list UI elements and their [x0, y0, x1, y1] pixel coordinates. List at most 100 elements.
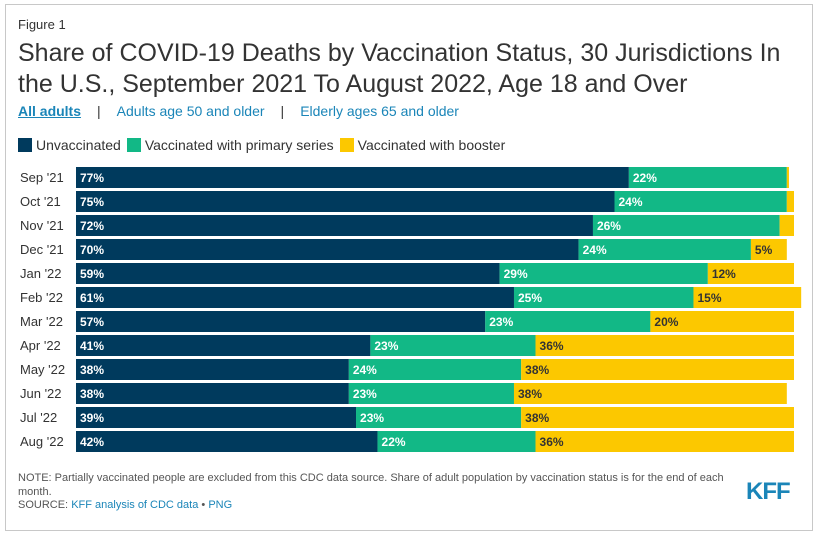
- png-download-link[interactable]: PNG: [208, 499, 233, 511]
- legend-label: Vaccinated with booster: [357, 137, 506, 153]
- figure-label: Figure 1: [18, 17, 66, 32]
- category-label: Jun '22: [20, 386, 62, 401]
- data-label: 57%: [80, 315, 104, 329]
- bar-segment[interactable]: [499, 263, 708, 284]
- chart-note: NOTE: Partially vaccinated people are ex…: [18, 472, 724, 498]
- data-label: 42%: [80, 435, 104, 449]
- bar-segment[interactable]: [521, 407, 794, 428]
- legend-swatch: [126, 138, 141, 152]
- legend-item-booster: Vaccinated with booster: [339, 137, 506, 153]
- data-label: 77%: [80, 171, 104, 185]
- bar-segment[interactable]: [650, 311, 794, 332]
- category-label: Jan '22: [20, 266, 62, 281]
- data-label: 20%: [654, 315, 678, 329]
- data-label: 36%: [540, 339, 564, 353]
- bar-segment[interactable]: [614, 191, 787, 212]
- data-label: 38%: [525, 411, 549, 425]
- tab-separator: |: [280, 103, 285, 119]
- source-prefix: SOURCE:: [18, 499, 72, 511]
- bar-segment[interactable]: [76, 407, 357, 428]
- data-label: 22%: [382, 435, 406, 449]
- data-label: 38%: [518, 387, 542, 401]
- bar-segment[interactable]: [76, 335, 371, 356]
- data-label: 23%: [360, 411, 384, 425]
- bar-segment[interactable]: [76, 431, 378, 452]
- bar-segment[interactable]: [750, 239, 787, 260]
- bar-segment[interactable]: [76, 359, 349, 380]
- chart-title: Share of COVID-19 Deaths by Vaccination …: [18, 39, 781, 98]
- bar-segment[interactable]: [535, 335, 794, 356]
- tab-elderly-65-plus[interactable]: Elderly ages 65 and older: [300, 103, 459, 119]
- data-label: 38%: [80, 387, 104, 401]
- bar-segment[interactable]: [513, 383, 787, 404]
- view-tabs: All adults | Adults age 50 and older | Elder…: [18, 103, 459, 119]
- category-label: Mar '22: [20, 314, 63, 329]
- data-label: 39%: [80, 411, 104, 425]
- bar-segment[interactable]: [377, 431, 536, 452]
- data-label: 61%: [80, 291, 104, 305]
- tab-adults-50-plus[interactable]: Adults age 50 and older: [116, 103, 265, 119]
- bar-segment[interactable]: [76, 215, 593, 236]
- bar-segment[interactable]: [370, 335, 536, 356]
- bar-segment[interactable]: [348, 383, 514, 404]
- data-label: 72%: [80, 219, 104, 233]
- data-label: 70%: [80, 243, 104, 257]
- legend-swatch: [339, 138, 354, 152]
- bar-segment[interactable]: [76, 191, 615, 212]
- legend-label: Vaccinated with primary series: [144, 137, 334, 153]
- data-label: 23%: [353, 387, 377, 401]
- bar-segment[interactable]: [786, 167, 789, 188]
- data-label: 36%: [540, 435, 564, 449]
- data-label: 23%: [489, 315, 513, 329]
- data-label: 59%: [80, 267, 104, 281]
- category-label: Dec '21: [20, 242, 64, 257]
- bar-segment[interactable]: [535, 431, 794, 452]
- bar-segment[interactable]: [76, 239, 579, 260]
- source-separator: •: [198, 499, 209, 511]
- data-label: 24%: [619, 195, 643, 209]
- data-label: 12%: [712, 267, 736, 281]
- bar-segment[interactable]: [786, 191, 794, 212]
- data-label: 26%: [597, 219, 621, 233]
- category-label: Feb '22: [20, 290, 63, 305]
- bar-segment[interactable]: [513, 287, 694, 308]
- data-label: 25%: [518, 291, 542, 305]
- bar-segment[interactable]: [76, 263, 500, 284]
- bar-segment[interactable]: [348, 359, 522, 380]
- bar-segment[interactable]: [707, 263, 794, 284]
- legend-label: Unvaccinated: [36, 137, 121, 153]
- bar-segment[interactable]: [76, 287, 514, 308]
- data-label: 41%: [80, 339, 104, 353]
- tab-separator: |: [97, 103, 101, 119]
- chart-legend: Unvaccinated Vaccinated with primary ser…: [18, 137, 511, 153]
- data-label: 38%: [80, 363, 104, 377]
- bar-segment[interactable]: [485, 311, 651, 332]
- category-label: Jul '22: [20, 410, 57, 425]
- category-label: Apr '22: [20, 338, 61, 353]
- bar-segment[interactable]: [779, 215, 794, 236]
- bar-segment[interactable]: [76, 167, 629, 188]
- tab-all-adults[interactable]: All adults: [18, 103, 82, 119]
- bar-segment[interactable]: [521, 359, 794, 380]
- legend-swatch: [18, 138, 32, 152]
- data-label: 5%: [755, 243, 773, 257]
- bar-segment[interactable]: [693, 287, 802, 308]
- category-label: Sep '21: [20, 170, 64, 185]
- bar-segment[interactable]: [356, 407, 522, 428]
- legend-item-primary: Vaccinated with primary series: [126, 137, 334, 153]
- data-label: 75%: [80, 195, 104, 209]
- category-label: May '22: [20, 362, 65, 377]
- category-label: Oct '21: [20, 194, 61, 209]
- data-label: 15%: [697, 291, 721, 305]
- source-link[interactable]: KFF analysis of CDC data: [71, 499, 199, 511]
- data-label: 22%: [633, 171, 657, 185]
- bar-segment[interactable]: [76, 383, 349, 404]
- bar-segment[interactable]: [592, 215, 780, 236]
- bar-segment[interactable]: [578, 239, 751, 260]
- data-label: 24%: [353, 363, 377, 377]
- bar-segment[interactable]: [76, 311, 486, 332]
- data-label: 23%: [374, 339, 398, 353]
- data-label: 38%: [525, 363, 549, 377]
- bar-segment[interactable]: [628, 167, 787, 188]
